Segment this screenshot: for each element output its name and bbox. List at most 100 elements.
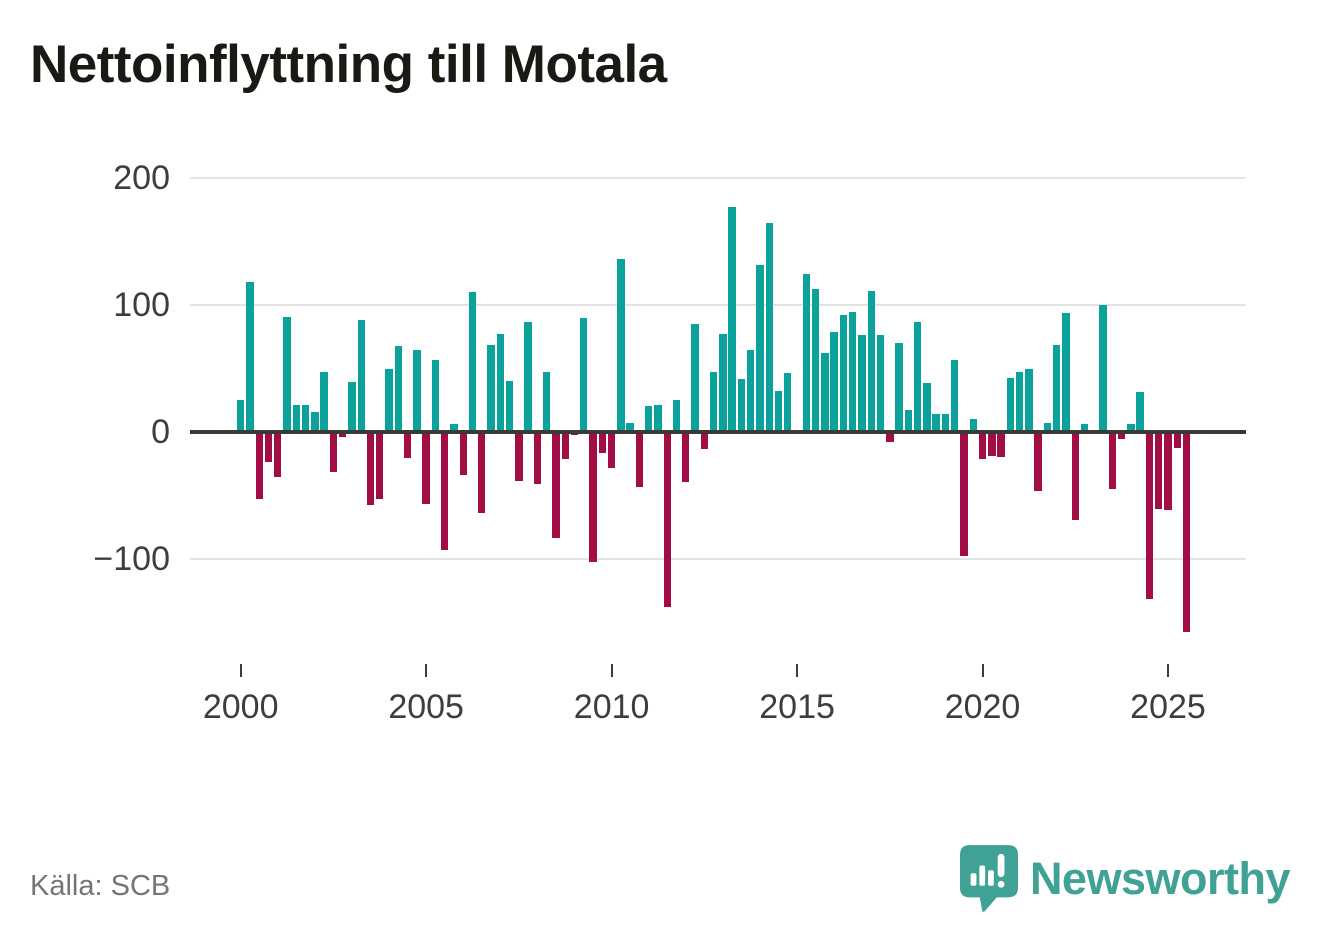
bar-2016-Q1: [830, 332, 838, 432]
bar-2008-Q3: [552, 431, 560, 539]
bar-2022-Q3: [1071, 431, 1079, 521]
bar-2018-Q1: [904, 409, 913, 432]
x-axis-tick-2010: [610, 664, 613, 677]
bar-2014-Q4: [784, 373, 792, 432]
bar-2009-Q2: [580, 318, 588, 432]
bar-2006-Q2: [468, 291, 477, 432]
bar-2007-Q2: [505, 380, 514, 432]
bar-2019-Q4: [969, 418, 977, 432]
bar-2025-Q3: [1182, 431, 1191, 633]
bar-2005-Q4: [450, 423, 458, 432]
bar-2010-Q4: [635, 431, 644, 488]
bar-2013-Q3: [737, 379, 746, 432]
bar-2015-Q2: [802, 274, 811, 432]
bar-2009-Q4: [598, 431, 607, 454]
bar-2008-Q1: [533, 431, 542, 484]
bar-2017-Q2: [876, 334, 885, 432]
x-axis-tick-2005: [425, 664, 428, 677]
bar-2006-Q3: [478, 431, 486, 513]
bar-2011-Q4: [672, 399, 681, 432]
chart-title: Nettoinflyttning till Motala: [30, 35, 667, 94]
bar-2000-Q4: [264, 431, 273, 462]
bar-2009-Q3: [589, 431, 597, 563]
bar-2002-Q2: [320, 371, 328, 432]
bar-2020-Q4: [1006, 378, 1015, 432]
bar-2024-Q4: [1155, 431, 1163, 509]
bar-2000-Q3: [255, 431, 263, 499]
bar-2017-Q3: [886, 431, 894, 442]
bar-2000-Q1: [237, 399, 245, 432]
bar-2021-Q4: [1043, 422, 1052, 432]
bar-2012-Q3: [700, 431, 709, 450]
bar-2016-Q2: [839, 314, 848, 432]
bar-2012-Q1: [682, 431, 690, 483]
bar-2011-Q3: [663, 431, 671, 607]
bar-2007-Q4: [524, 322, 532, 432]
bar-2024-Q1: [1127, 423, 1135, 432]
bar-2001-Q2: [283, 317, 291, 432]
bar-2019-Q3: [960, 431, 968, 556]
bar-2011-Q1: [645, 406, 653, 432]
x-axis-label-2020: 2020: [944, 688, 1021, 726]
bar-2002-Q3: [329, 431, 338, 473]
bar-2025-Q2: [1173, 431, 1181, 448]
bar-2021-Q1: [1015, 371, 1024, 432]
bar-2017-Q1: [867, 290, 875, 432]
bar-2020-Q3: [997, 431, 1005, 457]
bar-2007-Q1: [496, 333, 505, 432]
x-axis-label-2000: 2000: [202, 688, 279, 726]
bar-2001-Q3: [292, 404, 301, 432]
bar-2003-Q4: [376, 431, 384, 499]
bar-2025-Q1: [1164, 431, 1172, 511]
newsworthy-logo: Newsworthy: [959, 843, 1291, 915]
gridline--100: [190, 557, 1246, 560]
bar-2024-Q2: [1136, 392, 1144, 432]
bar-2005-Q2: [431, 360, 440, 432]
bar-2006-Q4: [487, 345, 495, 432]
gridline-100: [190, 303, 1246, 306]
bar-2002-Q4: [339, 431, 347, 437]
bar-2008-Q4: [561, 431, 569, 460]
bar-2013-Q2: [728, 206, 736, 432]
x-axis-tick-2025: [1167, 664, 1169, 677]
bar-2020-Q2: [988, 431, 996, 456]
bar-2018-Q2: [913, 322, 922, 432]
bar-2004-Q4: [413, 350, 421, 432]
bar-2004-Q2: [394, 346, 403, 432]
y-axis-label-100: 100: [113, 285, 170, 324]
bar-2014-Q2: [765, 223, 773, 432]
bar-2013-Q1: [719, 333, 727, 432]
bar-2019-Q2: [951, 360, 959, 432]
bar-2005-Q3: [441, 431, 449, 550]
newsworthy-logo-icon: [959, 845, 1018, 912]
bar-2004-Q1: [385, 369, 393, 432]
bar-2015-Q3: [811, 289, 820, 432]
bar-2023-Q4: [1117, 431, 1126, 440]
x-axis-label-2025: 2025: [1130, 688, 1206, 726]
source-label: Källa: SCB: [30, 870, 171, 902]
y-axis-label--100: −100: [93, 539, 170, 578]
bar-2015-Q4: [821, 352, 829, 432]
bar-2001-Q1: [274, 431, 282, 478]
bar-2023-Q3: [1108, 431, 1117, 489]
bar-2010-Q2: [617, 258, 625, 432]
bar-2013-Q4: [747, 350, 755, 432]
bar-2007-Q3: [515, 431, 523, 482]
bar-2017-Q4: [895, 342, 903, 432]
bar-2022-Q2: [1062, 313, 1070, 432]
bar-2010-Q1: [607, 431, 616, 469]
bar-2011-Q2: [654, 404, 662, 432]
bar-2021-Q3: [1034, 431, 1042, 492]
bar-2000-Q2: [246, 281, 254, 432]
bar-2012-Q4: [709, 371, 718, 432]
gridline-200: [190, 176, 1246, 179]
x-axis-label-2005: 2005: [388, 688, 464, 726]
bar-2018-Q4: [932, 413, 940, 432]
bar-2014-Q1: [756, 265, 764, 432]
bar-2003-Q1: [348, 381, 356, 432]
x-axis-tick-2015: [796, 664, 799, 677]
bar-2019-Q1: [941, 413, 950, 432]
bar-2004-Q3: [403, 431, 412, 459]
newsworthy-logo-text: Newsworthy: [1029, 853, 1291, 904]
